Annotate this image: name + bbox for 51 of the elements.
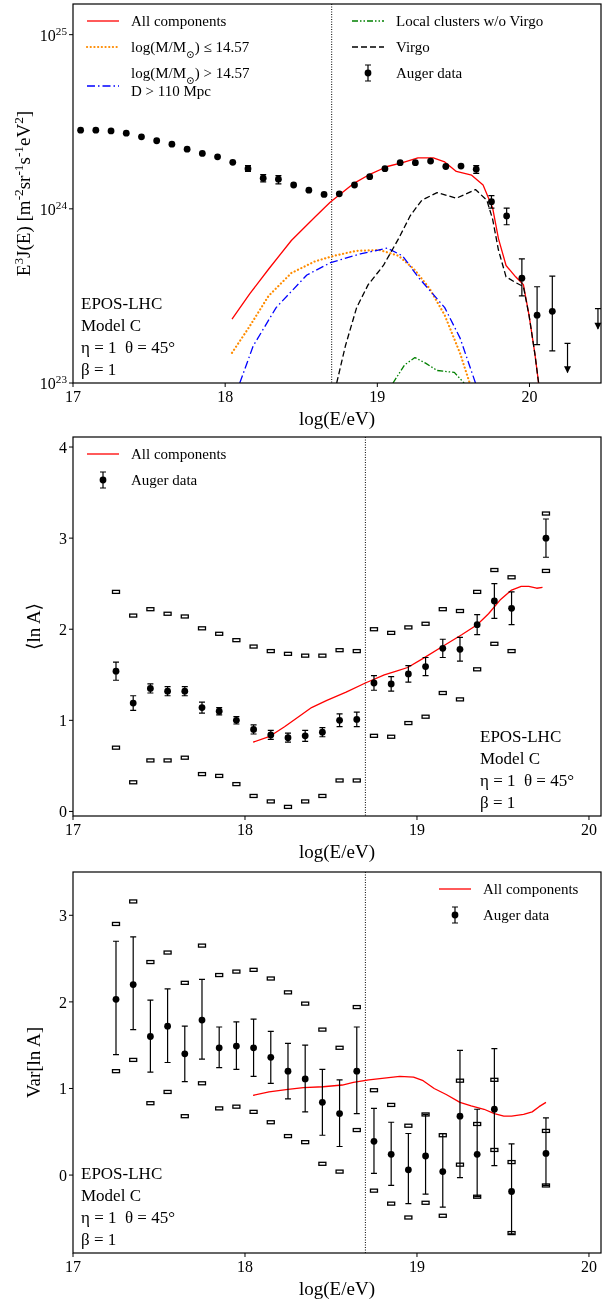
x-tick-label: 20	[580, 821, 597, 838]
annotation: EPOS-LHC	[480, 727, 562, 746]
annotation: EPOS-LHC	[81, 1164, 163, 1183]
annotation: Model C	[480, 749, 540, 768]
legend-label: Auger data	[131, 472, 198, 488]
x-tick-label: 19	[369, 388, 386, 405]
annotation: EPOS-LHC	[81, 294, 163, 313]
legend-label: Virgo	[396, 39, 430, 55]
legend-label: Auger data	[483, 907, 550, 923]
legend-label: All components	[483, 881, 579, 897]
y-tick-label: 2	[59, 993, 67, 1011]
legend-label: log(M/M$_{⊙}$) > 14.57 D > 110 Mpc	[131, 65, 251, 99]
y-tick-label: 10$^{23}$	[39, 373, 68, 392]
x-tick-label: 17	[65, 1258, 81, 1275]
y-tick-label: 3	[59, 907, 67, 925]
legend-label: All components	[131, 13, 227, 29]
y-tick-label: 1	[59, 712, 67, 730]
x-tick-label: 19	[408, 1258, 425, 1275]
y-axis-title: Var[ln A]	[23, 1026, 44, 1099]
annotation: β = 1	[480, 793, 516, 812]
y-tick-label: 10$^{25}$	[39, 24, 68, 44]
x-tick-label: 17	[65, 821, 81, 838]
x-tick-label: 18	[236, 821, 253, 838]
annotation: β = 1	[81, 360, 117, 379]
x-axis-title: log(E/eV)	[299, 841, 375, 863]
legend-label: All components	[131, 446, 227, 462]
x-tick-label: 20	[580, 1258, 597, 1275]
y-tick-label: 4	[59, 439, 67, 457]
y-tick-label: 1	[59, 1080, 67, 1098]
y-tick-label: 0	[59, 1167, 67, 1185]
y-tick-label: 0	[59, 803, 67, 821]
y-tick-label: 10$^{24}$	[39, 198, 68, 218]
y-tick-label: 2	[59, 621, 67, 639]
x-tick-label: 18	[236, 1258, 253, 1275]
x-axis-title: log(E/eV)	[299, 1278, 375, 1300]
annotation: Model C	[81, 1186, 141, 1205]
y-axis-title: ⟨ln A⟩	[23, 602, 44, 651]
annotation: η = 1 θ = 45°	[81, 338, 176, 357]
legend-label: Auger data	[396, 65, 463, 81]
x-tick-label: 19	[408, 821, 425, 838]
annotation: η = 1 θ = 45°	[480, 771, 575, 790]
x-tick-label: 20	[521, 388, 538, 405]
x-axis-title: log(E/eV)	[299, 408, 375, 430]
x-tick-label: 18	[217, 388, 234, 405]
legend-label: Local clusters w/o Virgo	[396, 13, 544, 29]
annotation: β = 1	[81, 1230, 117, 1249]
x-tick-label: 17	[65, 388, 81, 405]
annotation: Model C	[81, 316, 141, 335]
y-tick-label: 3	[59, 530, 67, 548]
annotation: η = 1 θ = 45°	[81, 1208, 176, 1227]
legend-label: log(M/M$_{⊙}$) ≤ 14.57	[131, 39, 250, 60]
